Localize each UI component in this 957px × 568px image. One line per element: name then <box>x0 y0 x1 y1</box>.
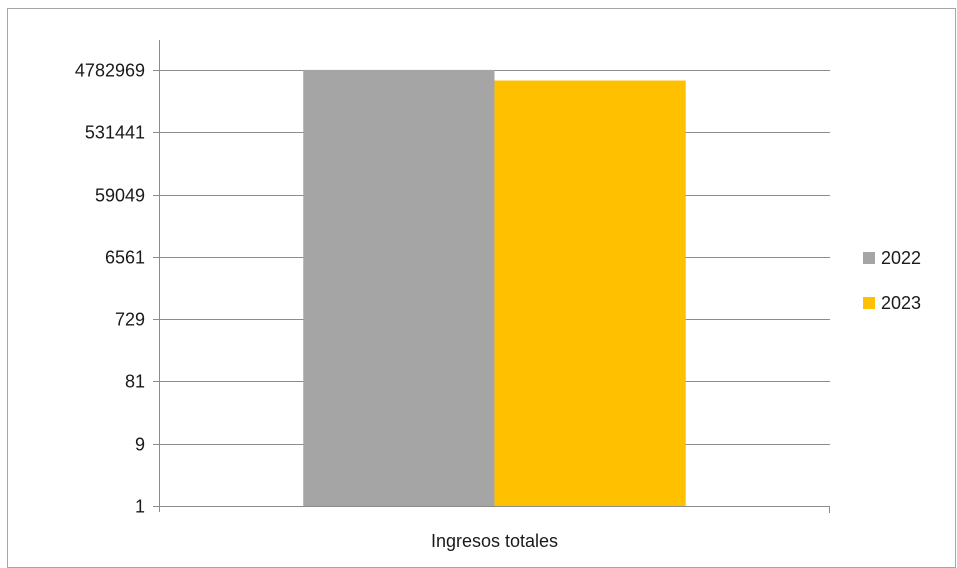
bar-2022 <box>303 69 495 507</box>
y-tick-labels: 1 9 81 729 6561 59049 531441 4782969 <box>75 61 145 517</box>
legend-label-2023: 2023 <box>881 293 921 313</box>
y-tick-label: 59049 <box>95 186 145 206</box>
axes <box>153 40 830 513</box>
category-labels: Ingresos totales <box>431 531 558 551</box>
y-tick-label: 4782969 <box>75 61 145 81</box>
legend-label-2022: 2022 <box>881 248 921 268</box>
category-label: Ingresos totales <box>431 531 558 551</box>
legend-swatch-2022 <box>863 252 875 264</box>
legend-swatch-2023 <box>863 297 875 309</box>
y-tick-label: 729 <box>115 310 145 330</box>
y-tick-label: 9 <box>135 435 145 455</box>
y-tick-label: 6561 <box>105 248 145 268</box>
y-tick-label: 81 <box>125 372 145 392</box>
bar-2023 <box>494 80 686 506</box>
y-tick-label: 1 <box>135 497 145 517</box>
legend: 2022 2023 <box>863 248 921 313</box>
y-tick-label: 531441 <box>85 123 145 143</box>
bars <box>303 69 686 507</box>
